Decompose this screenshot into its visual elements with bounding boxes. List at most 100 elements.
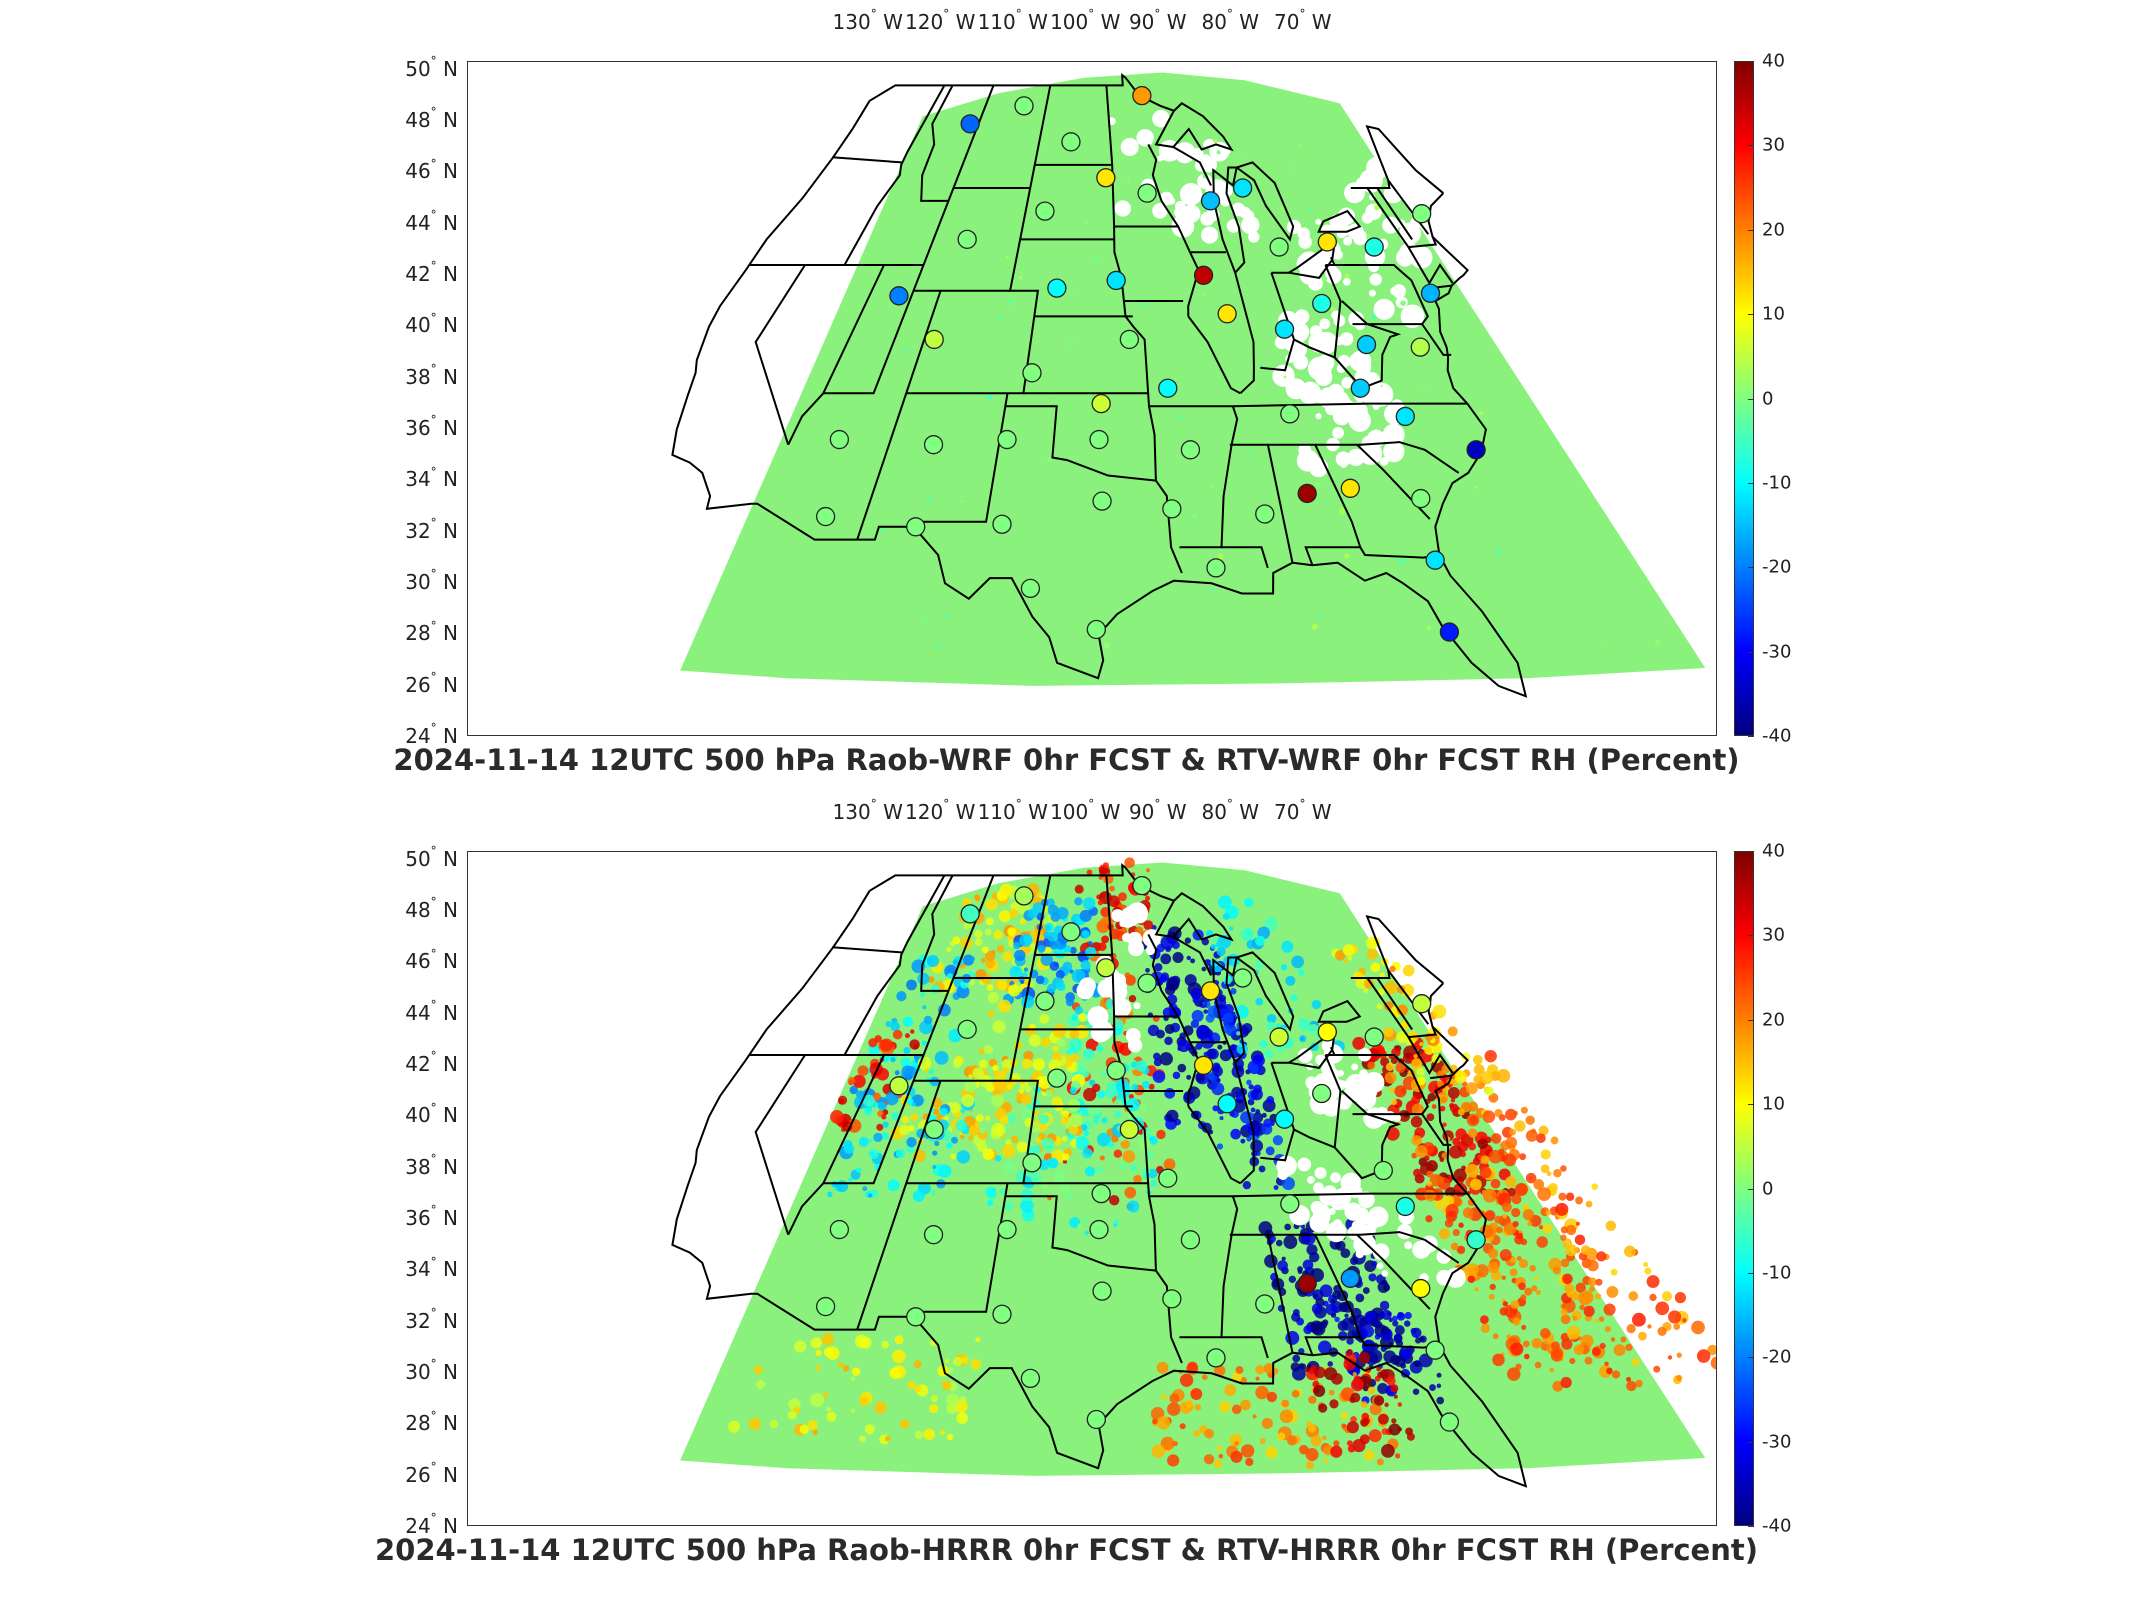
station-marker bbox=[1047, 278, 1067, 298]
lat-tick-label: 46° N bbox=[405, 946, 458, 974]
station-marker bbox=[1425, 1340, 1445, 1360]
station-marker bbox=[1096, 168, 1116, 188]
lat-tick-label: 36° N bbox=[405, 1203, 458, 1230]
colorbar-tick-mark bbox=[1748, 1526, 1754, 1527]
lat-tick-label: 30° N bbox=[405, 567, 458, 594]
panel-title: 2024-11-14 12UTC 500 hPa Raob-HRRR 0hr F… bbox=[374, 1533, 1758, 1567]
colorbar-tick-mark bbox=[1748, 1441, 1754, 1443]
station-marker bbox=[1412, 994, 1432, 1014]
colorbar-tick-label: 0 bbox=[1762, 388, 1774, 409]
station-marker bbox=[957, 1019, 977, 1040]
station-marker bbox=[889, 1076, 909, 1096]
station-marker bbox=[997, 1219, 1017, 1240]
colorbar-tick-mark bbox=[1748, 935, 1754, 937]
lat-tick-label: 42° N bbox=[405, 1049, 458, 1077]
lat-tick-label: 50° N bbox=[405, 844, 458, 871]
station-marker bbox=[1350, 378, 1370, 398]
colorbar-tick-mark bbox=[1748, 1272, 1754, 1274]
lon-tick-label: 80° W bbox=[1201, 797, 1260, 824]
colorbar-tick-label: -20 bbox=[1762, 556, 1792, 578]
station-marker bbox=[1297, 1273, 1317, 1294]
station-marker bbox=[906, 517, 926, 537]
lon-tick-label: 130° W bbox=[832, 797, 903, 824]
station-marker bbox=[1193, 1055, 1214, 1075]
panel-wrf: 130° W 120° W 110° W 100° W 90° W 80° W 70° W 5… bbox=[393, 7, 1792, 777]
colorbar-tick-mark bbox=[1748, 651, 1754, 653]
colorbar-tick-label: -40 bbox=[1762, 1515, 1792, 1537]
colorbar-tick-mark bbox=[1748, 851, 1754, 852]
station-marker bbox=[1255, 1294, 1275, 1314]
station-marker bbox=[1162, 1289, 1182, 1309]
station-marker bbox=[1411, 488, 1431, 509]
colorbar-tick-label: -30 bbox=[1762, 1431, 1792, 1453]
map-svg bbox=[671, 72, 1706, 698]
station-marker bbox=[1022, 1153, 1042, 1173]
station-marker bbox=[1086, 1409, 1106, 1430]
station-marker bbox=[1106, 1060, 1126, 1081]
colorbar-tick-mark bbox=[1748, 482, 1754, 484]
colorbar-tick-mark bbox=[1748, 736, 1754, 737]
lon-tick-label: 110° W bbox=[977, 7, 1048, 34]
station-marker bbox=[1466, 440, 1486, 460]
lat-tick-label: 38° N bbox=[405, 362, 458, 389]
station-marker bbox=[1106, 270, 1126, 291]
station-marker bbox=[960, 114, 980, 134]
colorbar-tick-label: 40 bbox=[1762, 50, 1785, 72]
colorbar-tick-mark bbox=[1748, 145, 1754, 147]
station-marker bbox=[1119, 1119, 1139, 1140]
rh-difference-field bbox=[728, 857, 1716, 1470]
lon-tick-label: 120° W bbox=[905, 797, 976, 824]
station-marker bbox=[1014, 96, 1034, 116]
map-frame bbox=[467, 851, 1717, 1526]
station-marker bbox=[1317, 232, 1337, 252]
colorbar-tick-mark bbox=[1748, 314, 1754, 316]
panel-title: 2024-11-14 12UTC 500 hPa Raob-WRF 0hr FC… bbox=[393, 743, 1740, 777]
lat-tick-label: 40° N bbox=[405, 1100, 458, 1128]
colorbar-tick-label: 30 bbox=[1762, 924, 1785, 946]
lon-tick-label: 100° W bbox=[1050, 7, 1121, 34]
station-marker bbox=[1022, 363, 1042, 383]
lat-tick-label: 44° N bbox=[405, 208, 458, 235]
station-marker bbox=[1373, 1160, 1393, 1181]
colorbar-tick-label: 20 bbox=[1762, 1009, 1785, 1031]
rh-difference-field bbox=[880, 109, 1660, 649]
colorbar-tick-label: 30 bbox=[1762, 134, 1785, 156]
station-marker bbox=[1158, 378, 1178, 398]
map-svg bbox=[671, 857, 1716, 1488]
colorbar-tick-label: -20 bbox=[1762, 1346, 1792, 1368]
colorbar-tick-label: -10 bbox=[1762, 1262, 1792, 1284]
station-marker bbox=[1412, 204, 1432, 224]
station-marker bbox=[1232, 178, 1253, 198]
station-marker bbox=[815, 1296, 836, 1317]
station-marker bbox=[1035, 991, 1055, 1011]
lat-tick-label: 50° N bbox=[405, 54, 458, 81]
panel-hrrr: 130° W 120° W 110° W 100° W 90° W 80° W 70° W 5… bbox=[0, 790, 2133, 1590]
lon-tick-label: 120° W bbox=[905, 7, 976, 34]
lat-tick-label: 38° N bbox=[405, 1152, 458, 1179]
station-marker bbox=[1317, 1022, 1337, 1042]
station-marker bbox=[1280, 1194, 1300, 1214]
colorbar-tick-label: 40 bbox=[1762, 840, 1785, 862]
colorbar-tick-mark bbox=[1748, 1357, 1754, 1359]
lon-tick-label: 100° W bbox=[1050, 797, 1121, 824]
raob-stations bbox=[815, 85, 1486, 642]
colorbar-tick-mark bbox=[1748, 61, 1754, 62]
station-marker bbox=[1269, 237, 1289, 257]
forecast-domain bbox=[680, 862, 1706, 1476]
lat-tick-label: 34° N bbox=[405, 1254, 458, 1282]
station-marker bbox=[1312, 293, 1332, 314]
station-marker bbox=[1217, 1094, 1237, 1114]
station-marker bbox=[1297, 483, 1317, 504]
lon-tick-label: 90° W bbox=[1128, 797, 1187, 824]
station-marker bbox=[1466, 1230, 1486, 1250]
station-marker bbox=[1047, 1068, 1067, 1088]
colorbar-tick-mark bbox=[1748, 229, 1754, 231]
lat-tick-label: 42° N bbox=[405, 259, 458, 287]
station-marker bbox=[1356, 334, 1377, 355]
station-marker bbox=[924, 1119, 944, 1140]
station-marker bbox=[1410, 337, 1430, 357]
state-borders bbox=[671, 862, 1528, 1488]
colorbar-tick-label: 20 bbox=[1762, 219, 1785, 241]
lon-tick-label: 70° W bbox=[1273, 7, 1332, 34]
station-marker bbox=[1200, 981, 1221, 1001]
